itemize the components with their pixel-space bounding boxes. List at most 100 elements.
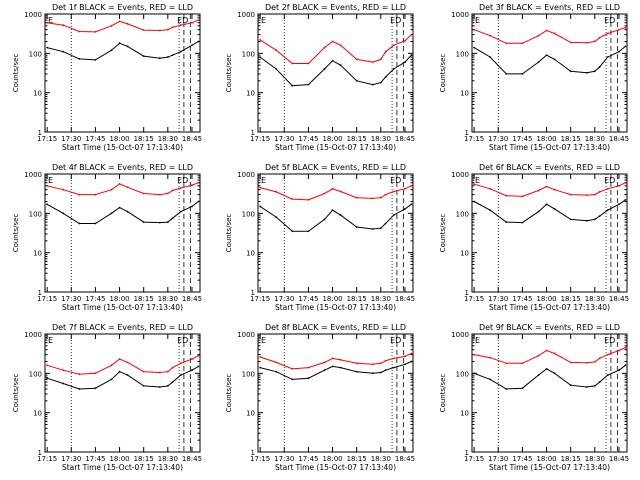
lld-data-point xyxy=(598,357,601,360)
lld-data-point xyxy=(46,184,48,187)
y-tick-label: 1000 xyxy=(24,171,42,179)
x-tick-label: 18:00 xyxy=(322,135,342,143)
events-data-point xyxy=(275,370,278,373)
lld-data-point xyxy=(179,187,182,189)
events-data-point xyxy=(118,370,121,373)
events-data-point xyxy=(404,61,406,63)
y-axis-label: Counts/sec xyxy=(439,374,447,413)
lld-data-point xyxy=(489,356,492,359)
events-data-point xyxy=(505,221,508,224)
x-axis-label: Start Time (15-Oct-07 17:13:40) xyxy=(275,143,396,152)
events-data-point xyxy=(585,71,588,74)
plot-frame xyxy=(44,13,201,133)
lld-data-point xyxy=(275,191,278,193)
lld-data-point xyxy=(275,361,278,364)
lld-data-point xyxy=(197,181,200,184)
events-data-point xyxy=(166,385,169,387)
lld-series-line xyxy=(473,182,626,197)
plot-frame xyxy=(471,333,628,453)
lld-data-point xyxy=(307,366,310,369)
lld-data-point xyxy=(166,192,169,195)
x-tick-label: 18:30 xyxy=(371,295,391,303)
events-data-point xyxy=(473,46,475,49)
x-tick-label: 17:15 xyxy=(464,135,484,143)
y-tick-label: 1000 xyxy=(451,11,469,19)
events-data-point xyxy=(355,79,358,82)
lld-data-point xyxy=(473,28,475,31)
y-tick-label: 1 xyxy=(465,449,469,457)
events-data-point xyxy=(62,50,65,53)
x-tick-label: 18:15 xyxy=(561,455,581,463)
y-tick-label: 1 xyxy=(38,289,42,297)
lld-data-point xyxy=(46,21,48,24)
panel-title: Det 4f BLACK = Events, RED = LLD xyxy=(52,163,193,172)
events-data-point xyxy=(355,370,358,373)
lld-data-point xyxy=(110,364,113,367)
x-tick-label: 18:30 xyxy=(158,295,178,303)
lld-data-point xyxy=(158,193,161,196)
x-tick-label: 17:45 xyxy=(298,135,318,143)
x-tick-label: 17:30 xyxy=(488,295,508,303)
events-data-point xyxy=(275,216,278,219)
x-tick-label: 18:30 xyxy=(158,455,178,463)
lld-data-point xyxy=(618,28,620,31)
lld-data-point xyxy=(379,58,382,61)
events-data-point xyxy=(384,369,387,372)
y-tick-label: 1000 xyxy=(237,171,255,179)
events-data-point xyxy=(179,210,182,213)
lld-data-point xyxy=(537,354,540,357)
events-data-point xyxy=(593,70,596,73)
lld-data-point xyxy=(259,186,261,189)
events-data-point xyxy=(585,219,588,222)
y-tick-label: 10 xyxy=(33,410,42,418)
events-data-point xyxy=(618,50,620,53)
events-data-point xyxy=(291,378,294,381)
x-tick-label: 18:45 xyxy=(609,295,629,303)
events-data-point xyxy=(166,221,169,224)
events-data-point xyxy=(489,378,492,381)
x-tick-label: 18:00 xyxy=(109,455,129,463)
lld-data-point xyxy=(331,357,334,360)
lld-data-point xyxy=(171,366,174,369)
events-data-point xyxy=(569,70,572,73)
corner-label-left: E xyxy=(475,336,480,345)
events-data-point xyxy=(521,387,524,390)
detector-panel: Det 4f BLACK = Events, RED = LLD 1 10 100 10… xyxy=(12,163,202,312)
y-tick-label: 1 xyxy=(38,129,42,137)
x-tick-label: 18:00 xyxy=(109,135,129,143)
lld-data-point xyxy=(553,32,556,35)
lld-data-point xyxy=(191,184,193,187)
lld-data-point xyxy=(171,26,174,29)
lld-data-point xyxy=(606,187,609,190)
lld-data-point xyxy=(339,44,342,47)
events-data-point xyxy=(94,387,97,390)
lld-data-point xyxy=(110,188,113,191)
lld-data-point xyxy=(78,373,81,376)
x-tick-label: 18:45 xyxy=(182,455,202,463)
events-data-point xyxy=(171,217,174,220)
corner-label-right: ED xyxy=(390,176,401,185)
x-tick-label: 18:15 xyxy=(347,295,367,303)
events-series-line xyxy=(473,46,626,75)
lld-data-point xyxy=(404,39,406,42)
events-data-point xyxy=(545,54,548,56)
x-axis-label: Start Time (15-Oct-07 17:13:40) xyxy=(62,143,183,152)
y-tick-label: 1000 xyxy=(237,11,255,19)
y-axis-label: Counts/sec xyxy=(225,374,233,413)
lld-data-point xyxy=(553,188,556,191)
events-data-point xyxy=(624,364,627,367)
lld-data-point xyxy=(291,198,294,201)
x-tick-label: 17:15 xyxy=(37,135,57,143)
events-data-point xyxy=(569,384,572,387)
lld-data-point xyxy=(585,361,588,364)
x-tick-label: 18:30 xyxy=(585,135,605,143)
x-tick-label: 17:15 xyxy=(250,135,270,143)
events-data-point xyxy=(505,388,508,390)
corner-label-left: E xyxy=(261,336,266,345)
corner-label-left: E xyxy=(475,176,480,185)
y-tick-label: 1000 xyxy=(24,331,42,339)
y-tick-label: 1000 xyxy=(237,331,255,339)
lld-data-point xyxy=(521,42,524,45)
x-tick-label: 18:00 xyxy=(536,455,556,463)
lld-data-point xyxy=(331,187,334,190)
